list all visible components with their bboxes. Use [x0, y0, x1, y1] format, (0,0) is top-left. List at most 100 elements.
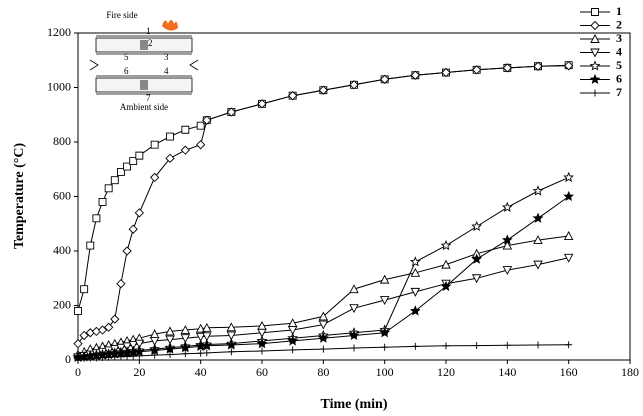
x-tick-label: 140 [498, 365, 516, 379]
series [73, 253, 574, 363]
marker [165, 153, 175, 163]
marker [379, 274, 390, 284]
marker [591, 8, 599, 16]
marker [195, 323, 206, 333]
wall-board [96, 35, 192, 95]
x-tick-label: 80 [317, 365, 329, 379]
marker [349, 80, 359, 90]
marker [92, 214, 101, 223]
marker [379, 327, 390, 338]
marker [180, 334, 191, 344]
legend-label: 5 [616, 58, 622, 72]
x-tick-label: 160 [560, 365, 578, 379]
marker [104, 322, 114, 332]
marker [202, 332, 212, 342]
marker [563, 253, 574, 263]
marker [166, 351, 174, 359]
marker [441, 67, 451, 78]
inset-label: 2 [148, 38, 153, 48]
marker [203, 349, 211, 357]
marker [257, 99, 267, 109]
marker [381, 343, 389, 351]
y-tick-label: 600 [53, 188, 71, 202]
legend-label: 7 [616, 85, 622, 99]
marker [116, 279, 126, 289]
marker [181, 350, 189, 358]
marker [532, 212, 544, 223]
x-tick-label: 180 [621, 365, 639, 379]
marker [589, 60, 601, 71]
y-tick-label: 800 [53, 134, 71, 148]
marker [111, 353, 119, 361]
marker [533, 61, 543, 71]
marker [135, 352, 143, 360]
marker [501, 234, 513, 245]
marker [180, 145, 190, 155]
marker [166, 132, 174, 141]
marker [86, 354, 94, 362]
inset-label: 3 [164, 52, 169, 62]
inset-label: 6 [124, 66, 129, 76]
marker [227, 348, 235, 356]
marker [226, 322, 237, 332]
marker [287, 335, 298, 346]
marker [128, 341, 138, 350]
marker [590, 20, 600, 31]
inset-label: Ambient side [120, 102, 168, 112]
marker [564, 61, 574, 71]
legend-label: 2 [616, 17, 622, 31]
stud [140, 80, 148, 90]
marker [591, 89, 599, 97]
marker [134, 208, 144, 218]
x-tick-label: 40 [195, 365, 207, 379]
marker [317, 332, 329, 343]
marker [165, 326, 175, 336]
x-tick-label: 120 [437, 365, 455, 379]
marker [410, 287, 421, 297]
marker [197, 349, 205, 357]
marker [318, 320, 329, 330]
marker [196, 140, 206, 150]
marker [349, 284, 359, 294]
marker [195, 332, 206, 342]
legend-label: 3 [616, 31, 622, 45]
inset-label: 4 [164, 66, 169, 76]
marker [473, 342, 481, 350]
marker [589, 73, 601, 85]
marker [288, 91, 298, 101]
x-tick-label: 20 [133, 365, 145, 379]
marker [165, 335, 175, 345]
marker [150, 140, 159, 149]
x-tick-label: 60 [256, 365, 268, 379]
marker [149, 336, 160, 346]
marker [128, 224, 138, 234]
marker [135, 151, 144, 160]
marker [472, 65, 482, 75]
marker [74, 355, 82, 363]
marker [379, 296, 390, 306]
marker [258, 347, 266, 355]
break-mark [89, 59, 199, 71]
marker [471, 220, 482, 232]
marker [129, 157, 138, 166]
marker [256, 337, 268, 349]
marker [180, 325, 191, 334]
marker [79, 330, 89, 341]
legend-label: 4 [616, 44, 622, 58]
marker [80, 354, 88, 362]
marker [86, 241, 95, 250]
inset-diagram: Fire side Ambient side 1 5 2 3 6 4 7 [89, 10, 199, 112]
marker [318, 311, 329, 321]
marker [534, 341, 542, 349]
y-tick-label: 400 [53, 243, 71, 257]
marker [319, 345, 327, 353]
inset-label: 1 [146, 26, 151, 36]
marker [92, 354, 100, 362]
x-tick-label: 100 [376, 365, 394, 379]
x-axis-title: Time (min) [320, 397, 387, 412]
series-line [77, 235, 569, 356]
marker [318, 85, 328, 95]
inset-label: 7 [146, 93, 151, 103]
marker [98, 198, 107, 206]
marker [225, 339, 237, 350]
